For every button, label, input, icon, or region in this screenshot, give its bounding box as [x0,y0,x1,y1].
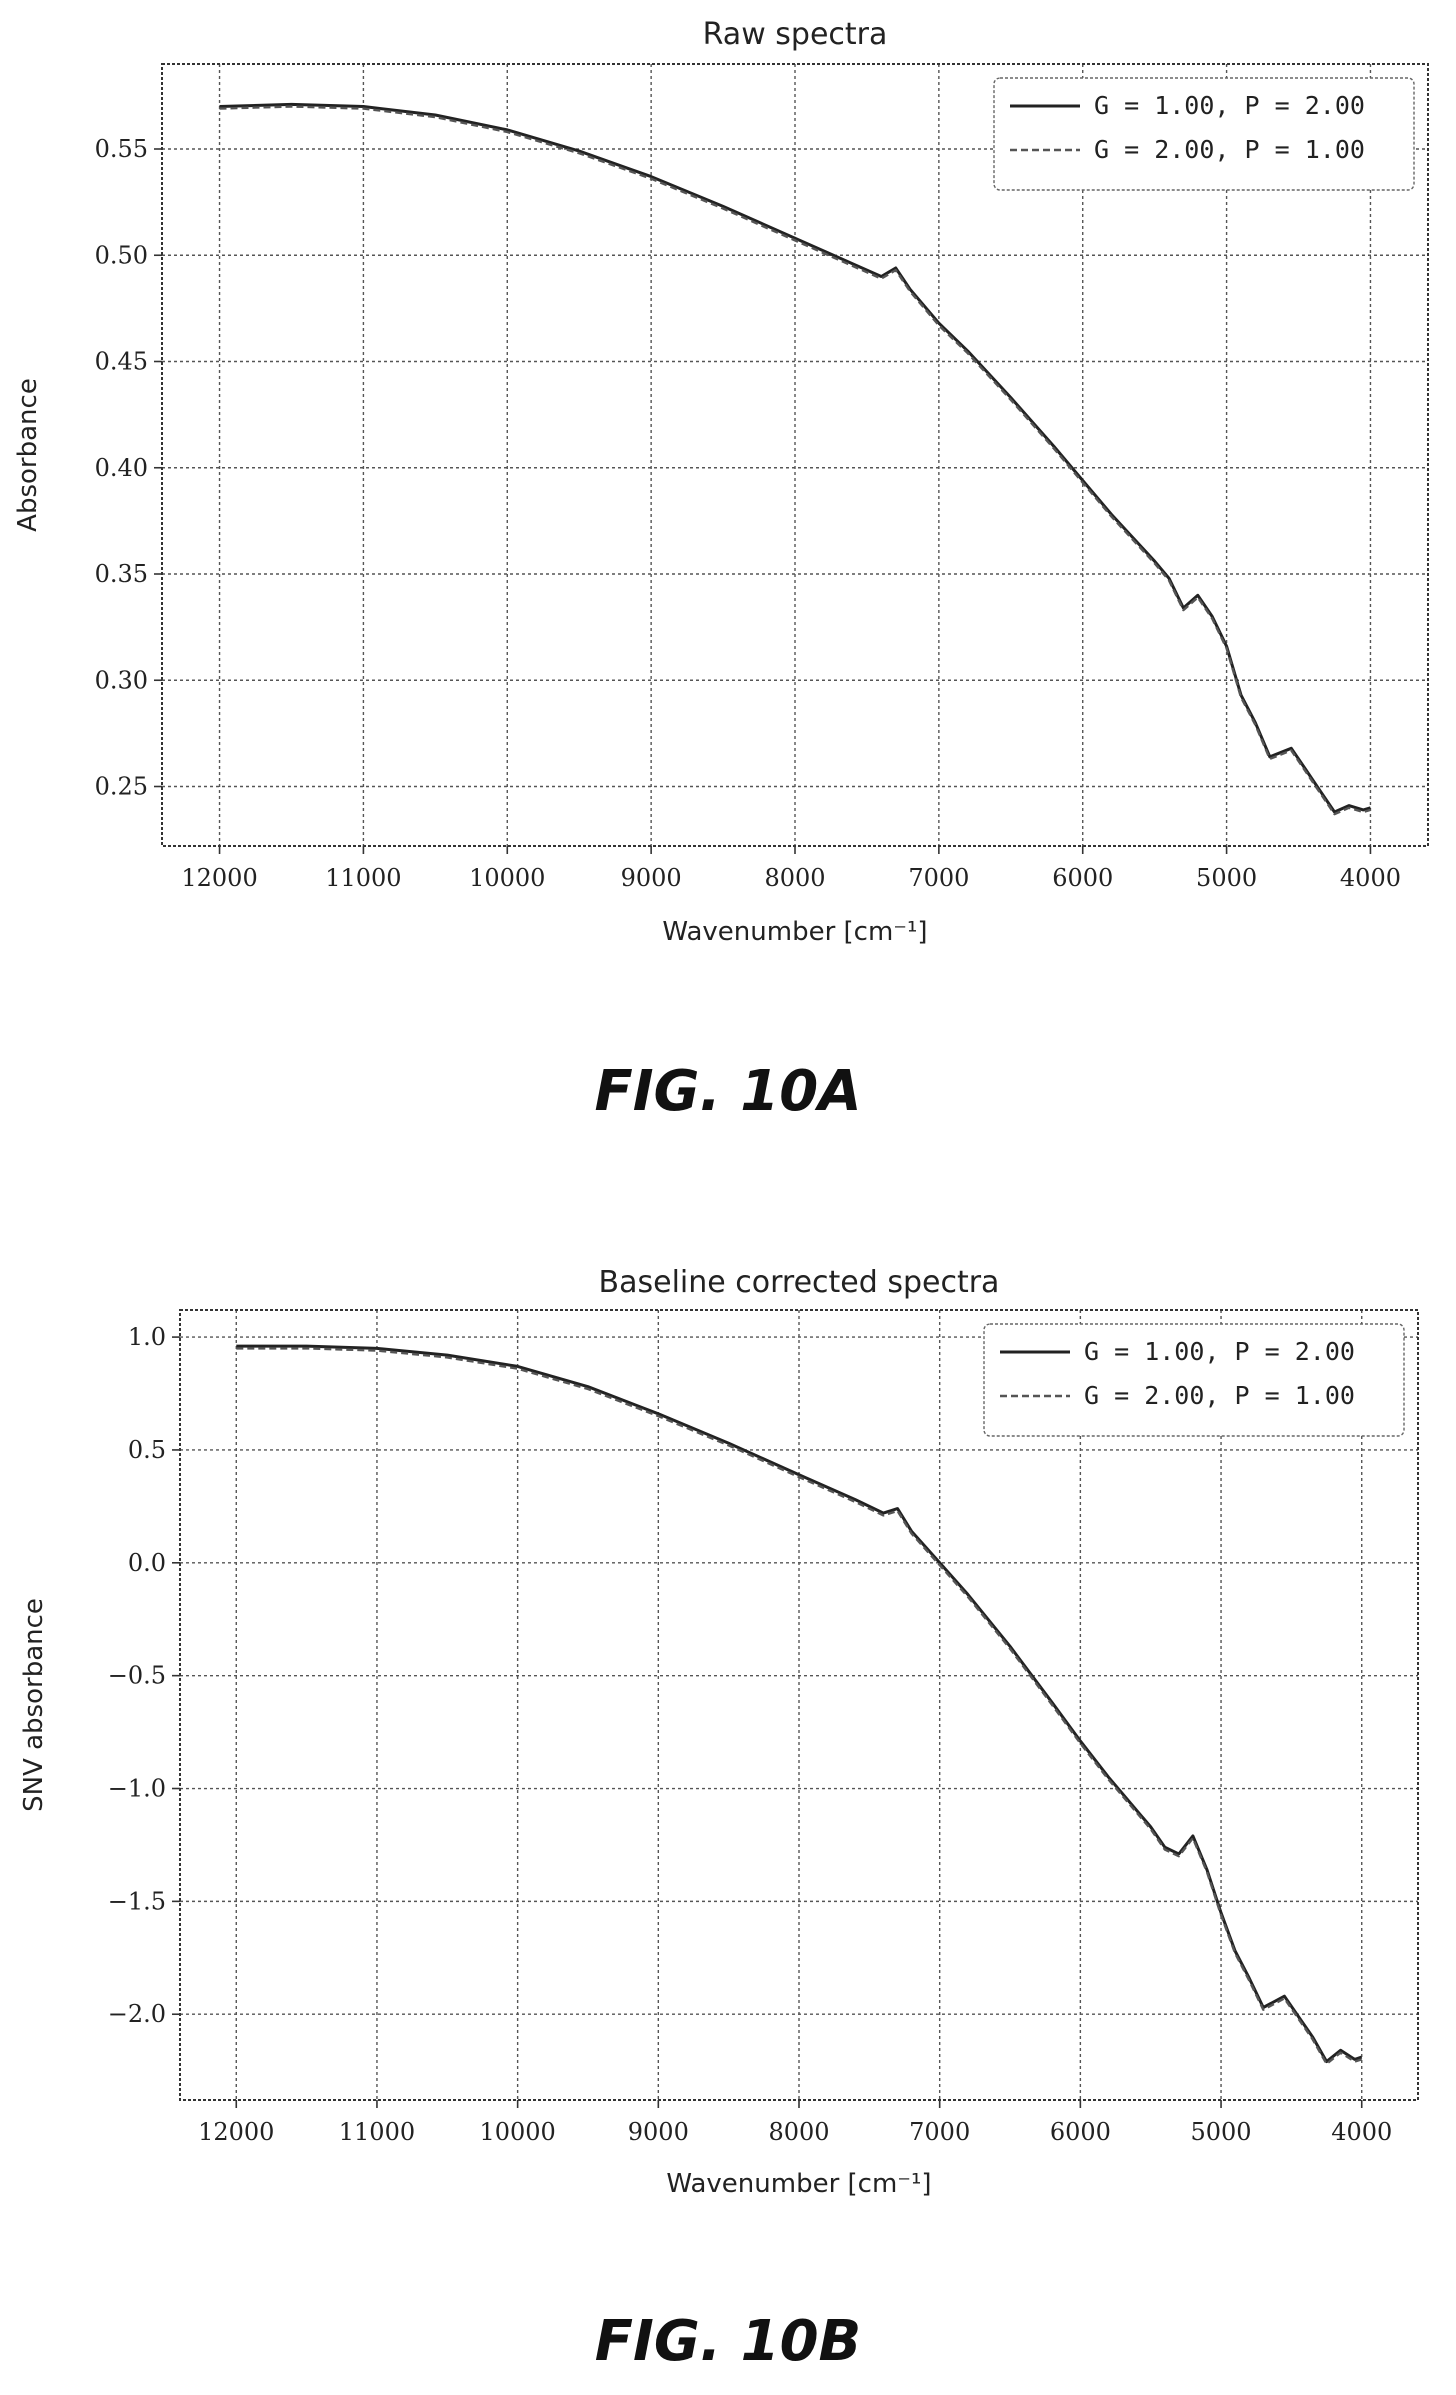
chart0-legend-label-2: G = 2.00, P = 1.00 [1094,135,1365,164]
chart0-y-tick-label: 0.55 [95,135,148,163]
chart1-x-axis-label: Wavenumber [cm⁻¹] [666,2169,931,2199]
chart0-x-tick-label: 9000 [621,864,682,892]
chart0-y-tick-label: 0.35 [95,560,148,588]
chart1-title: Baseline corrected spectra [599,1265,1000,1300]
chart1-legend-box [983,1323,1405,1437]
chart0-series-1-line [219,102,1371,814]
chart1-series-2-line [236,1347,1363,2066]
chart1-x-tick-label: 6000 [1050,2118,1111,2146]
chart1-y-tick-label: 0.5 [128,1436,166,1464]
chart0-x-tick-label: 7000 [908,864,969,892]
chart1-series-1-line [236,1344,1363,2064]
chart1-y-axis-label: SNV absorbance [19,1598,49,1812]
chart0-title: Raw spectra [703,17,888,52]
chart1-x-tick-label: 5000 [1191,2118,1252,2146]
chart0-legend-label-1: G = 1.00, P = 2.00 [1094,91,1365,120]
chart1-legend-label-2: G = 2.00, P = 1.00 [1084,1381,1355,1410]
chart0-y-tick-label: 0.25 [95,773,148,801]
chart0-x-tick-label: 12000 [181,864,257,892]
chart0-x-tick-label: 4000 [1340,864,1401,892]
chart0-x-axis-label: Wavenumber [cm⁻¹] [662,917,927,947]
chart1-x-tick-label: 4000 [1331,2118,1392,2146]
chart-baseline-corrected-spectra: 12000 11000 10000 9000 8000 7000 6000 5000 4000 −… [19,1265,1419,2199]
chart1-x-tick-label: 8000 [768,2118,829,2146]
chart0-x-tick-label: 6000 [1052,864,1113,892]
chart0-series-2-line [219,105,1371,816]
chart0-y-tick-label: 0.50 [95,241,148,269]
chart0-y-axis-label: Absorbance [13,378,43,532]
chart1-y-tick-label: −2.0 [108,2000,166,2028]
chart1-x-tick-label: 7000 [909,2118,970,2146]
chart1-legend-label-1: G = 1.00, P = 2.00 [1084,1337,1355,1366]
chart1-x-tick-label: 12000 [198,2118,274,2146]
chart0-x-tick-label: 10000 [469,864,545,892]
chart1-y-tick-label: −1.5 [108,1887,166,1915]
figure-caption-10a: FIG. 10A [594,1059,861,1124]
chart0-x-tick-label: 8000 [764,864,825,892]
chart1-y-tick-label: −0.5 [108,1662,166,1690]
chart0-y-tick-label: 0.40 [95,454,148,482]
chart0-legend-box [993,77,1415,191]
chart1-y-tick-label: −1.0 [108,1775,166,1803]
chart0-x-tick-label: 5000 [1196,864,1257,892]
chart1-x-tick-label: 11000 [339,2118,415,2146]
chart1-y-tick-label: 0.0 [128,1549,166,1577]
chart0-y-tick-label: 0.45 [95,348,148,376]
chart0-y-tick-label: 0.30 [95,666,148,694]
chart1-x-tick-label: 10000 [479,2118,555,2146]
chart-raw-spectra: 12000 11000 10000 9000 8000 7000 6000 5000 4000 0… [13,17,1429,947]
figure-caption-10b: FIG. 10B [595,2309,861,2374]
chart1-y-tick-label: 1.0 [128,1323,166,1351]
chart1-x-tick-label: 9000 [628,2118,689,2146]
chart0-x-tick-label: 11000 [325,864,401,892]
